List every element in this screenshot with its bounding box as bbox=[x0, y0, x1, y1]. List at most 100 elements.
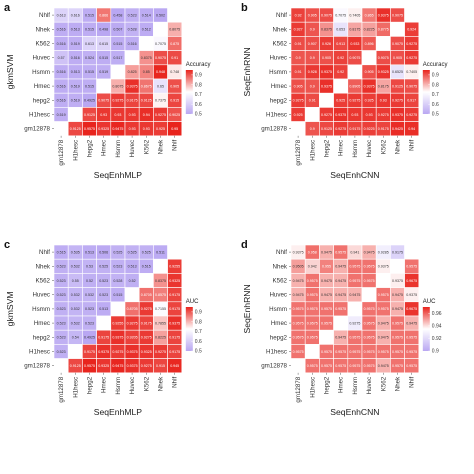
column-label: K562 bbox=[380, 139, 387, 154]
cell-value-label: 0.9375 bbox=[321, 70, 332, 74]
cell-value-label: 0.93 bbox=[114, 113, 121, 117]
cell-value-label: 0.93 bbox=[129, 113, 136, 117]
cell-value-label: 0.905 bbox=[365, 70, 374, 74]
cell-value-label: 0.532 bbox=[71, 307, 80, 311]
cell-value-label: 0.9175 bbox=[392, 250, 403, 254]
cell-value-label: 0.9475 bbox=[335, 265, 346, 269]
cell-value-label: 0.925 bbox=[294, 113, 303, 117]
legend-colorbar bbox=[422, 307, 430, 351]
row-label: Nhlf bbox=[276, 12, 287, 19]
cell-value-label: 0.9275 bbox=[293, 99, 304, 103]
cell-value-label: 0.9175 bbox=[127, 99, 138, 103]
legend-tick-label: 0.7 bbox=[195, 329, 202, 335]
heatmap-cell bbox=[390, 258, 405, 274]
panel-letter: b bbox=[241, 2, 248, 14]
cell-value-label: 0.924 bbox=[407, 28, 416, 32]
cell-value-label: 0.4925 bbox=[84, 336, 95, 340]
cell-value-label: 0.9075 bbox=[321, 13, 332, 17]
cell-value-label: 0.94 bbox=[143, 113, 150, 117]
cell-value-label: 0.515 bbox=[57, 250, 66, 254]
cell-value-label: 0.9 bbox=[310, 28, 315, 32]
cell-value-label: 0.9575 bbox=[406, 350, 417, 354]
legend-tick-label: 0.6 bbox=[432, 102, 439, 108]
legend-tick-label: 0.5 bbox=[432, 112, 439, 118]
panel-d: d0.9375 0.958 0.9475 0.9575 0.941 0.9475 0.928… bbox=[241, 239, 442, 417]
panel-letter: d bbox=[241, 239, 248, 251]
row-label: Nhlf bbox=[276, 249, 287, 256]
heatmap-cell bbox=[124, 287, 140, 303]
column-label: Huvec bbox=[366, 140, 373, 158]
cell-value-label: 0.9575 bbox=[406, 336, 417, 340]
cell-value-label: 0.9475 bbox=[112, 364, 123, 368]
cell-value-label: 0.515 bbox=[85, 13, 94, 17]
cell-value-label: 0.9275 bbox=[112, 350, 123, 354]
cell-value-label: 0.85 bbox=[143, 70, 150, 74]
cell-value-label: 0.7855 bbox=[155, 321, 166, 325]
column-label: Hmec bbox=[101, 377, 108, 393]
heatmap-cell bbox=[333, 315, 349, 331]
cell-value-label: 0.532 bbox=[85, 293, 94, 297]
cell-value-label: 0.9275 bbox=[112, 99, 123, 103]
cell-value-label: 0.615 bbox=[99, 42, 108, 46]
cell-value-label: 0.9375 bbox=[335, 113, 346, 117]
row-label: Nhek bbox=[36, 263, 51, 270]
cell-value-label: 0.9575 bbox=[349, 364, 360, 368]
cell-value-label: 0.9125 bbox=[392, 84, 403, 88]
cell-value-label: 0.9 bbox=[310, 84, 315, 88]
cell-value-label: 0.93 bbox=[366, 113, 373, 117]
cell-value-label: 0.9575 bbox=[364, 364, 375, 368]
cell-value-label: 0.9475 bbox=[335, 279, 346, 283]
heatmap-cell bbox=[124, 50, 140, 66]
cell-value-label: 0.9325 bbox=[98, 364, 109, 368]
cell-value-label: 0.866 bbox=[99, 13, 108, 17]
cell-value-label: 0.92 bbox=[337, 56, 344, 60]
cell-value-label: 0.7405 bbox=[406, 70, 417, 74]
legend-colorbar bbox=[185, 70, 193, 114]
heatmap-cell bbox=[153, 258, 168, 274]
cell-value-label: 0.8175 bbox=[349, 28, 360, 32]
row-label: gm12878 bbox=[24, 363, 50, 370]
legend-tick-label: 0.5 bbox=[195, 112, 202, 118]
row-label: Hsmm bbox=[269, 306, 287, 313]
cell-value-label: 0.9375 bbox=[378, 13, 389, 17]
row-label: gm12878 bbox=[24, 126, 50, 133]
cell-value-label: 0.523 bbox=[113, 265, 122, 269]
legend-tick-label: 0.6 bbox=[195, 339, 202, 345]
cell-value-label: 0.905 bbox=[294, 84, 303, 88]
cell-value-label: 0.523 bbox=[128, 13, 137, 17]
cell-value-label: 0.9375 bbox=[169, 321, 180, 325]
cell-value-label: 0.9025 bbox=[169, 113, 180, 117]
cell-value-label: 0.9125 bbox=[84, 113, 95, 117]
cell-value-label: 0.9125 bbox=[141, 99, 152, 103]
cell-value-label: 0.9475 bbox=[378, 364, 389, 368]
cell-value-label: 0.513 bbox=[71, 28, 80, 32]
cell-value-label: 0.926 bbox=[322, 42, 331, 46]
column-label: Hmec bbox=[338, 140, 345, 156]
cell-value-label: 0.9375 bbox=[364, 84, 375, 88]
heatmap-cell bbox=[110, 301, 126, 317]
cell-value-label: 0.925 bbox=[156, 127, 165, 131]
heatmap-cell bbox=[167, 7, 183, 23]
cell-value-label: 0.9375 bbox=[98, 350, 109, 354]
cell-value-label: 0.9575 bbox=[307, 293, 318, 297]
cell-value-label: 0.516 bbox=[57, 99, 66, 103]
cell-value-label: 0.8225 bbox=[155, 336, 166, 340]
column-label: Huvec bbox=[129, 377, 136, 395]
cell-value-label: 0.7405 bbox=[349, 13, 360, 17]
cell-value-label: 0.613 bbox=[85, 42, 94, 46]
column-label: Nhlf bbox=[409, 377, 416, 388]
column-label: H1hesc bbox=[309, 140, 316, 161]
cell-value-label: 0.93 bbox=[143, 127, 150, 131]
column-label: Nhlf bbox=[409, 140, 416, 151]
cell-value-label: 0.9375 bbox=[112, 336, 123, 340]
cell-value-label: 0.9175 bbox=[169, 293, 180, 297]
cell-value-label: 0.9475 bbox=[392, 307, 403, 311]
heatmap-cell bbox=[290, 358, 306, 374]
column-label: Huvec bbox=[129, 140, 136, 158]
cell-value-label: 0.941 bbox=[350, 250, 359, 254]
cell-value-label: 0.9425 bbox=[392, 127, 403, 131]
cell-value-label: 0.613 bbox=[57, 13, 66, 17]
legend-title: AUC bbox=[186, 299, 199, 305]
cell-value-label: 0.9 bbox=[310, 56, 315, 60]
cell-value-label: 0.528 bbox=[128, 28, 137, 32]
